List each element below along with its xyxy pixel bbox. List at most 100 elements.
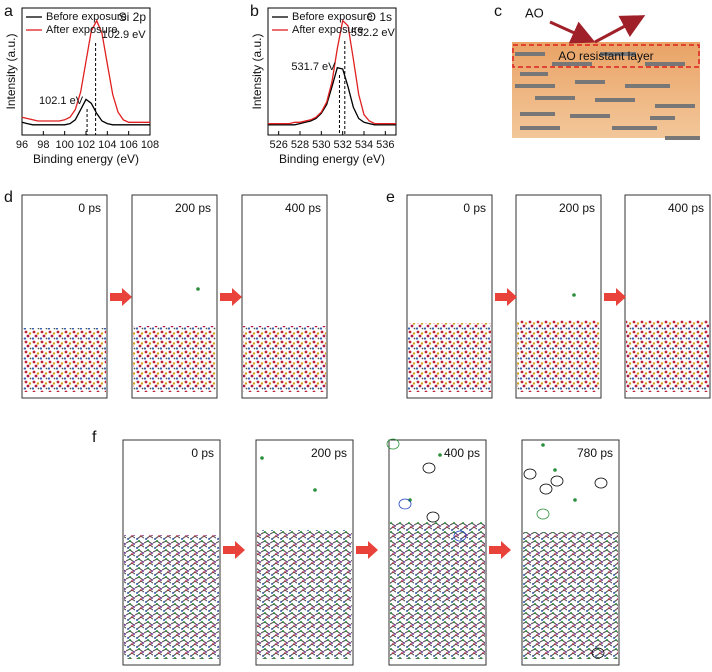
material: [133, 326, 216, 392]
time-label: 200 ps: [311, 446, 347, 460]
ao-arrow-out: [594, 15, 646, 44]
filler-flake: [520, 72, 548, 76]
filler-flake: [645, 62, 685, 66]
species-circle: [386, 438, 400, 450]
atom: [313, 488, 317, 492]
species-circle: [523, 468, 537, 480]
filler-flake: [650, 116, 675, 120]
species-circle: [539, 483, 553, 495]
atom: [553, 468, 557, 472]
species-circle: [453, 530, 467, 542]
legend-label: After exposure: [292, 24, 364, 36]
material: [626, 320, 709, 392]
x-tick-label: 100: [55, 139, 73, 151]
atom: [572, 293, 576, 297]
legend-label: After exposure: [46, 24, 118, 36]
filler-flake: [625, 84, 670, 88]
panel-label: c: [494, 3, 502, 20]
legend-label: Before exposure: [292, 11, 373, 23]
filler-flake: [665, 136, 700, 140]
y-axis-label: Intensity (a.u.): [250, 33, 264, 109]
x-tick-label: 104: [98, 139, 116, 151]
time-label: 200 ps: [175, 201, 211, 215]
atom: [196, 287, 200, 291]
material: [390, 522, 485, 659]
y-axis-label: Intensity (a.u.): [4, 33, 18, 109]
filler-flake: [535, 96, 575, 100]
core-level: O 1s: [367, 10, 392, 24]
species-circle: [591, 647, 605, 659]
filler-flake: [552, 62, 592, 66]
panel-label: d: [4, 189, 13, 206]
x-axis-label: Binding energy (eV): [33, 152, 139, 166]
panel-label: b: [250, 3, 259, 20]
x-tick-label: 534: [355, 139, 373, 151]
step-arrow: [223, 541, 245, 559]
time-label: 0 ps: [191, 446, 214, 460]
plot-frame: [267, 7, 397, 136]
peak-label: 102.9 eV: [102, 29, 147, 41]
filler-flake: [600, 52, 636, 56]
spectrum-line: [268, 19, 396, 125]
atom: [260, 456, 264, 460]
ao-label: AO: [525, 5, 544, 20]
resistant-layer-box: [512, 44, 700, 68]
x-axis-label: Binding energy (eV): [279, 152, 385, 166]
step-arrow: [489, 541, 511, 559]
time-label: 400 ps: [444, 446, 480, 460]
x-tick-label: 96: [16, 139, 28, 151]
species-circle: [422, 462, 436, 474]
filler-flake: [575, 80, 605, 84]
panel-label: e: [386, 189, 395, 206]
substrate: [512, 42, 700, 138]
step-arrow: [495, 288, 517, 306]
material: [523, 532, 618, 659]
species-circle: [536, 508, 550, 520]
time-label: 0 ps: [78, 201, 101, 215]
spectrum-line: [268, 66, 396, 126]
time-label: 0 ps: [463, 201, 486, 215]
spectrum-line: [21, 19, 150, 123]
x-tick-label: 536: [376, 139, 394, 151]
x-tick-label: 526: [269, 139, 287, 151]
time-label: 400 ps: [668, 201, 704, 215]
species-circle: [594, 477, 608, 489]
material: [408, 323, 491, 392]
material: [243, 326, 326, 392]
filler-flake: [515, 84, 555, 88]
atom: [573, 498, 577, 502]
step-arrow: [110, 288, 132, 306]
species-circle: [426, 511, 440, 523]
material: [23, 328, 106, 392]
x-tick-label: 102: [77, 139, 95, 151]
material: [124, 535, 219, 659]
filler-flake: [520, 126, 560, 130]
x-tick-label: 98: [37, 139, 49, 151]
filler-flake: [520, 112, 555, 116]
step-arrow: [604, 288, 626, 306]
x-tick-label: 108: [141, 139, 159, 151]
material: [517, 320, 600, 392]
peak-label: 532.2 eV: [351, 27, 396, 39]
filler-flake: [515, 52, 545, 56]
panel-label: f: [92, 429, 97, 446]
step-arrow: [356, 541, 378, 559]
x-tick-label: 528: [291, 139, 309, 151]
material: [257, 530, 352, 659]
peak-label: 102.1 eV: [39, 95, 84, 107]
panel-label: a: [4, 3, 13, 20]
atom: [438, 453, 442, 457]
layer-label: AO resistant layer: [558, 49, 653, 63]
species-circle: [398, 498, 412, 510]
atom: [541, 443, 545, 447]
x-tick-label: 530: [312, 139, 330, 151]
spectrum-line: [21, 98, 150, 126]
step-arrow: [220, 288, 242, 306]
filler-flake: [612, 126, 657, 130]
x-tick-label: 532: [333, 139, 351, 151]
filler-flake: [595, 98, 635, 102]
filler-flake: [570, 114, 610, 118]
atom: [408, 498, 412, 502]
time-label: 200 ps: [559, 201, 595, 215]
